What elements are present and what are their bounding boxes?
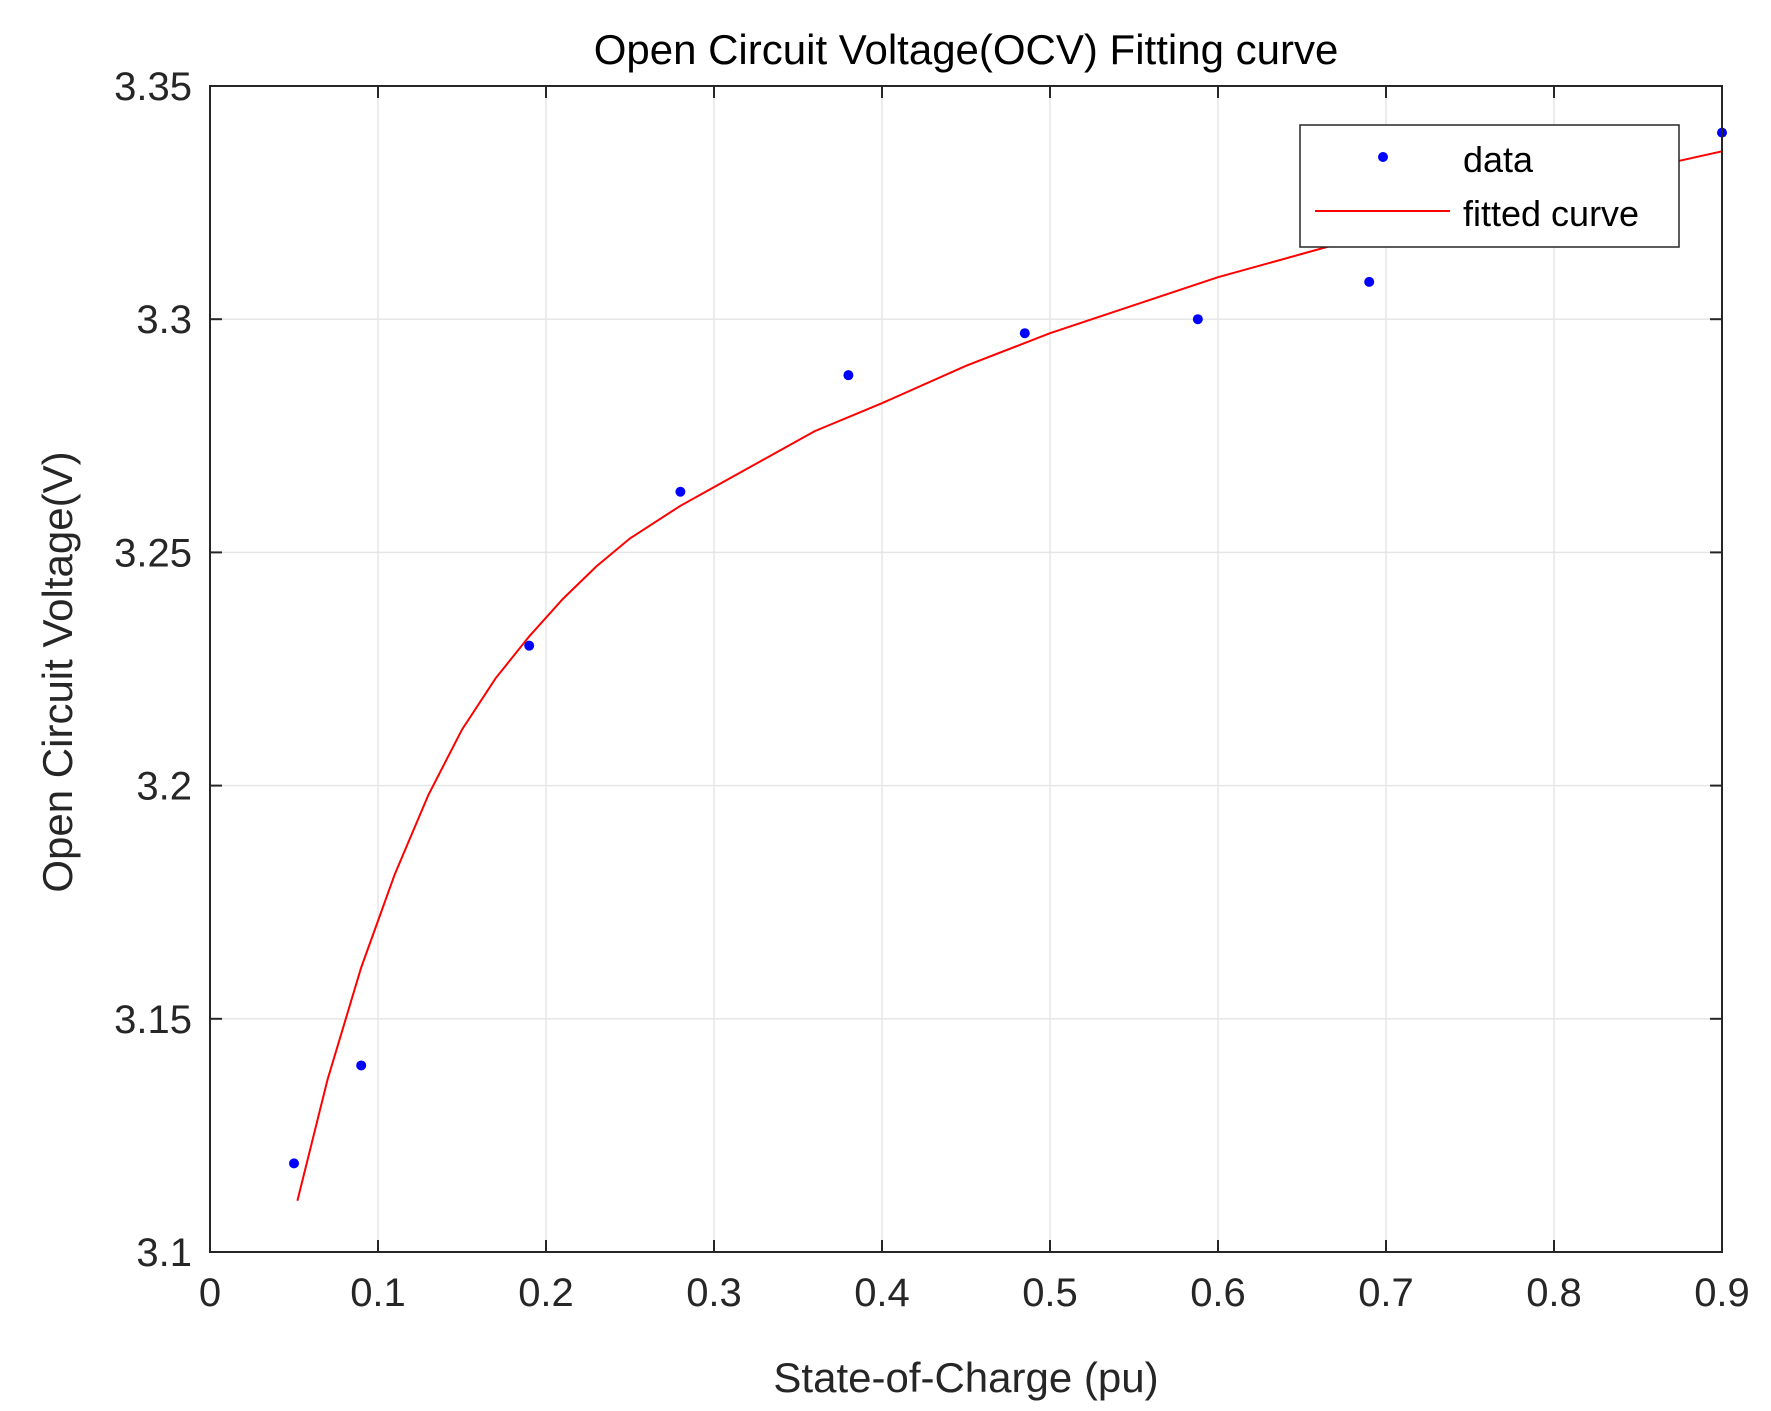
y-tick-label: 3.25: [114, 531, 192, 575]
data-point: [1192, 314, 1203, 325]
y-axis-label: Open Circuit Voltage(V): [34, 451, 81, 892]
y-tick-label: 3.15: [114, 998, 192, 1042]
x-tick-label: 0.6: [1190, 1271, 1246, 1315]
y-tick-label: 3.1: [136, 1231, 192, 1275]
y-tick-label: 3.35: [114, 65, 192, 109]
data-point: [675, 486, 686, 497]
data-points-series: [289, 127, 1727, 1169]
x-tick-label: 0.1: [350, 1271, 406, 1315]
x-axis-label: State-of-Charge (pu): [773, 1354, 1158, 1401]
y-tick-label: 3.3: [136, 298, 192, 342]
legend-data-marker: [1378, 152, 1388, 162]
x-tick-label: 0: [199, 1271, 221, 1315]
x-tick-label: 0.7: [1358, 1271, 1414, 1315]
data-point: [1364, 276, 1375, 287]
data-point: [843, 370, 854, 381]
plot-area: [210, 86, 1722, 1252]
data-point: [524, 640, 535, 651]
x-axis-ticks: 0 0.1 0.2 0.3 0.4 0.5 0.6 0.7 0.8 0.9: [199, 86, 1750, 1315]
plot-frame: [209, 85, 1723, 1253]
chart-title: Open Circuit Voltage(OCV) Fitting curve: [594, 26, 1339, 73]
x-tick-label: 0.9: [1694, 1271, 1750, 1315]
data-point: [289, 1158, 299, 1169]
x-tick-label: 0.5: [1022, 1271, 1078, 1315]
legend: data fitted curve: [1299, 124, 1680, 248]
y-axis-ticks: 3.1 3.15 3.2 3.25 3.3 3.35: [114, 65, 1722, 1275]
grid: [210, 86, 1722, 1252]
x-tick-label: 0.2: [518, 1271, 574, 1315]
legend-data-label: data: [1463, 139, 1534, 180]
legend-curve-label: fitted curve: [1463, 193, 1639, 234]
plot-axes: 0 0.1 0.2 0.3 0.4 0.5 0.6 0.7 0.8 0.9 3.13.153.23…: [114, 65, 1750, 1315]
data-point: [1019, 328, 1030, 339]
x-tick-label: 0.8: [1526, 1271, 1582, 1315]
data-point: [356, 1060, 367, 1071]
legend-box: [1299, 124, 1680, 248]
x-tick-label: 0.3: [686, 1271, 742, 1315]
y-tick-label: 3.2: [136, 765, 192, 809]
x-tick-label: 0.4: [854, 1271, 910, 1315]
